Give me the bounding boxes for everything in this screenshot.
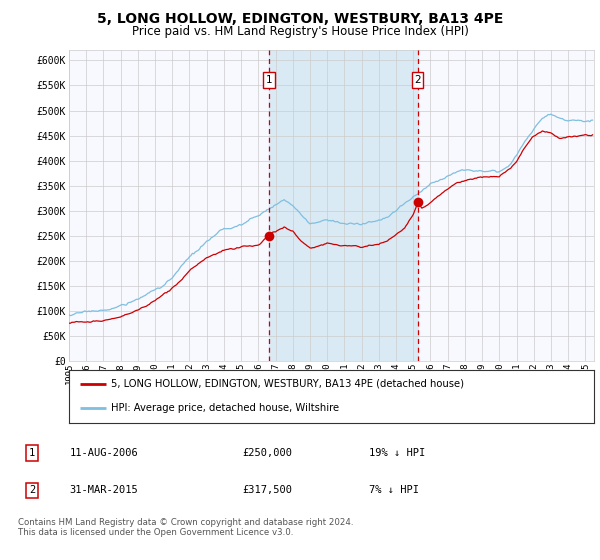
Text: 2: 2 <box>29 486 35 496</box>
Text: £317,500: £317,500 <box>242 486 292 496</box>
Text: 1: 1 <box>29 448 35 458</box>
Text: 31-MAR-2015: 31-MAR-2015 <box>70 486 139 496</box>
Text: 2: 2 <box>414 75 421 85</box>
Text: 5, LONG HOLLOW, EDINGTON, WESTBURY, BA13 4PE: 5, LONG HOLLOW, EDINGTON, WESTBURY, BA13… <box>97 12 503 26</box>
Text: 11-AUG-2006: 11-AUG-2006 <box>70 448 139 458</box>
Text: 7% ↓ HPI: 7% ↓ HPI <box>369 486 419 496</box>
Text: Price paid vs. HM Land Registry's House Price Index (HPI): Price paid vs. HM Land Registry's House … <box>131 25 469 38</box>
Text: HPI: Average price, detached house, Wiltshire: HPI: Average price, detached house, Wilt… <box>111 403 339 413</box>
Bar <box>269 50 418 361</box>
Text: 19% ↓ HPI: 19% ↓ HPI <box>369 448 425 458</box>
Text: 1: 1 <box>265 75 272 85</box>
Text: Contains HM Land Registry data © Crown copyright and database right 2024.
This d: Contains HM Land Registry data © Crown c… <box>18 518 353 538</box>
Text: £250,000: £250,000 <box>242 448 292 458</box>
Text: 5, LONG HOLLOW, EDINGTON, WESTBURY, BA13 4PE (detached house): 5, LONG HOLLOW, EDINGTON, WESTBURY, BA13… <box>111 379 464 389</box>
